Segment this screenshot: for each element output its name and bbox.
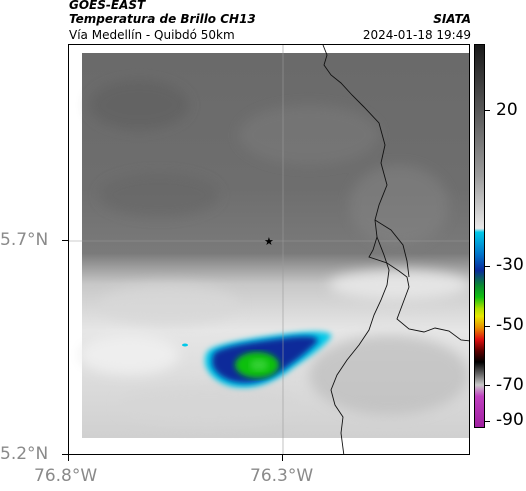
colorbar-tick (485, 421, 490, 422)
satellite-name: GOES-EAST (69, 0, 146, 12)
agency-label: SIATA (433, 12, 471, 26)
cloud-texture (79, 80, 469, 425)
colorbar-label: -30 (496, 255, 524, 275)
colorbar-tick (485, 266, 490, 267)
colorbar-label: 20 (496, 100, 518, 120)
lon-label-east: 76.3°W (250, 466, 314, 486)
colorbar-tick (485, 326, 490, 327)
department-borders (322, 45, 469, 454)
region-label: Vía Medellín - Quibdó 50km (69, 28, 235, 42)
timestamp-label: 2024-01-18 19:49 (362, 28, 471, 42)
star-marker-icon[interactable]: ★ (264, 235, 274, 248)
lat-tick-mark (62, 454, 68, 455)
lon-tick-mark (282, 455, 283, 461)
lat-label-north: 5.7°N (0, 230, 49, 250)
lon-label-west: 76.8°W (34, 466, 98, 486)
temperature-colorbar (474, 44, 485, 428)
colorbar-label: -50 (496, 315, 524, 335)
product-title: Temperatura de Brillo CH13 (69, 12, 256, 26)
lon-tick-mark (68, 455, 69, 461)
colorbar-tick (485, 110, 490, 111)
lat-tick-mark (62, 240, 68, 241)
colorbar-label: -90 (496, 410, 524, 430)
convective-cell (182, 331, 332, 388)
satellite-map[interactable]: ★ (68, 44, 470, 455)
colorbar-tick (485, 385, 490, 386)
brightness-temperature-image: ★ (69, 45, 469, 454)
lat-label-south: 5.2°N (0, 444, 49, 464)
colorbar-label: -70 (496, 375, 524, 395)
